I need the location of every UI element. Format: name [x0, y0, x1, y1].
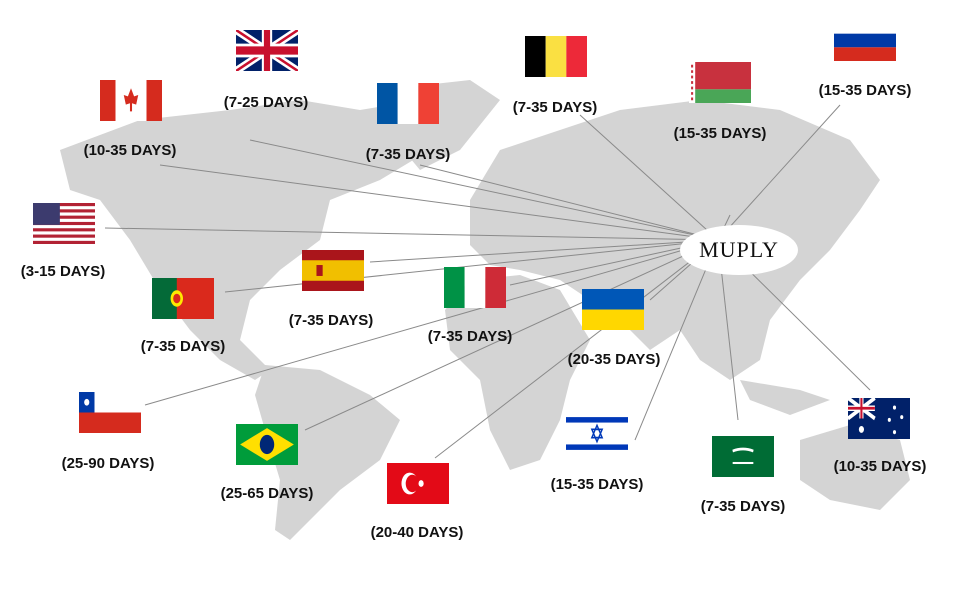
delivery-time-chile: (25-90 DAYS): [61, 455, 155, 472]
uk-flag-icon: [236, 30, 298, 71]
italy-flag-icon: [444, 267, 506, 308]
route-line-france: [419, 164, 719, 241]
delivery-time-belarus: (15-35 DAYS): [673, 125, 767, 142]
eurasia: [470, 100, 880, 380]
delivery-time-israel: (15-35 DAYS): [550, 476, 644, 493]
delivery-time-saudi-arabia: (7-35 DAYS): [700, 498, 786, 515]
hub-label: MUPLY: [680, 225, 798, 275]
canada-flag-icon: [100, 80, 162, 121]
russia-flag-icon: [834, 20, 896, 61]
route-line-canada: [159, 164, 719, 241]
portugal-flag-icon: [152, 278, 214, 319]
route-line-chile: [144, 239, 719, 406]
route-line-brazil: [304, 239, 719, 431]
spain-flag-icon: [302, 250, 364, 291]
delivery-time-ukraine: (20-35 DAYS): [567, 351, 661, 368]
france-flag-icon: [377, 83, 439, 124]
chile-flag-icon: [79, 392, 141, 433]
belarus-flag-icon: [689, 62, 751, 103]
route-line-uk: [249, 139, 719, 241]
route-line-turkey: [434, 239, 719, 459]
delivery-time-australia: (10-35 DAYS): [833, 458, 927, 475]
route-line-usa: [104, 227, 719, 241]
route-line-spain: [369, 239, 719, 263]
delivery-time-turkey: (20-40 DAYS): [370, 524, 464, 541]
usa-flag-icon: [33, 203, 95, 244]
delivery-time-italy: (7-35 DAYS): [427, 328, 513, 345]
ukraine-flag-icon: [582, 289, 644, 330]
brazil-flag-icon: [236, 424, 298, 465]
australia-flag-icon: [848, 398, 910, 439]
southeast-asia: [740, 380, 830, 415]
belgium-flag-icon: [525, 36, 587, 77]
route-line-belgium: [579, 114, 719, 241]
israel-flag-icon: [566, 413, 628, 454]
africa: [445, 275, 590, 470]
delivery-time-france: (7-35 DAYS): [365, 146, 451, 163]
saudi-arabia-flag-icon: [712, 436, 774, 477]
delivery-time-portugal: (7-35 DAYS): [140, 338, 226, 355]
delivery-time-uk: (7-25 DAYS): [223, 94, 309, 111]
south-america: [255, 365, 400, 540]
turkey-flag-icon: [387, 463, 449, 504]
delivery-time-belgium: (7-35 DAYS): [512, 99, 598, 116]
australia: [800, 425, 910, 510]
route-line-russia: [717, 104, 841, 241]
delivery-time-russia: (15-35 DAYS): [818, 82, 912, 99]
continents: [60, 80, 910, 540]
delivery-time-spain: (7-35 DAYS): [288, 312, 374, 329]
delivery-time-canada: (10-35 DAYS): [83, 142, 177, 159]
delivery-time-usa: (3-15 DAYS): [20, 263, 106, 280]
route-line-israel: [634, 239, 719, 441]
north-america: [60, 100, 470, 380]
delivery-time-brazil: (25-65 DAYS): [220, 485, 314, 502]
route-lines: [104, 104, 871, 459]
